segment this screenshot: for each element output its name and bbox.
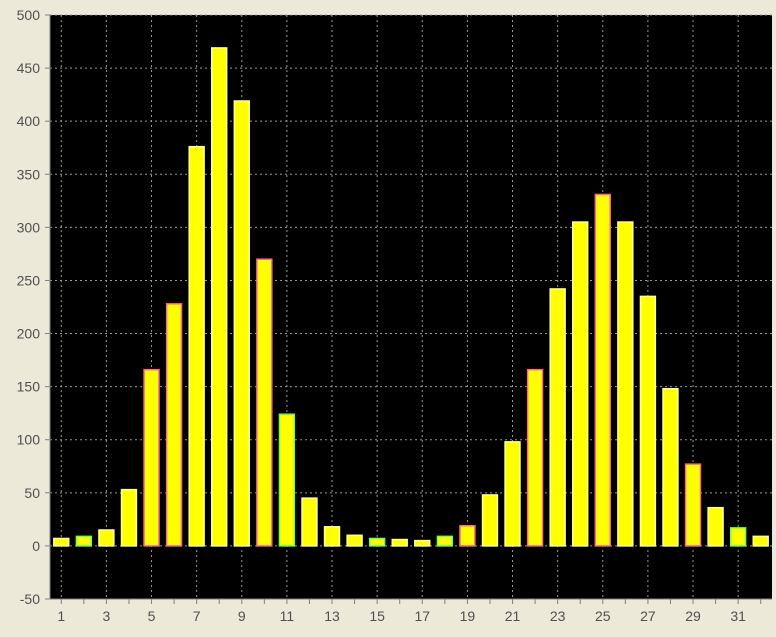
bar-2 (75, 535, 93, 547)
x-tick-label: 9 (238, 608, 246, 624)
bar-22 (526, 368, 544, 547)
bar-16 (391, 538, 408, 547)
y-tick-label: 50 (24, 485, 40, 501)
bar-31 (729, 527, 747, 547)
y-tick-label: 250 (17, 272, 41, 288)
y-tick-label: 150 (17, 379, 41, 395)
bars (53, 47, 769, 547)
x-tick-label: 29 (685, 608, 701, 624)
bar-18 (436, 535, 454, 547)
bar-13 (323, 526, 341, 547)
x-tick-label: 13 (324, 608, 340, 624)
y-tick-label: 300 (17, 219, 41, 235)
bar-29 (684, 463, 702, 547)
bar-4 (120, 488, 138, 547)
bar-26 (617, 221, 634, 547)
bar-28 (662, 388, 679, 547)
y-tick-label: 350 (17, 166, 41, 182)
x-tick-label: 3 (103, 608, 111, 624)
x-tick-label: 1 (57, 608, 65, 624)
bar-24 (572, 221, 589, 547)
x-tick-label: 5 (148, 608, 156, 624)
bar-30 (707, 506, 724, 547)
bar-25 (594, 193, 611, 547)
bar-20 (481, 494, 499, 547)
x-tick-label: 19 (460, 608, 476, 624)
y-tick-label: 400 (17, 113, 41, 129)
bar-27 (639, 295, 657, 547)
bar-5 (143, 368, 160, 547)
x-tick-label: 17 (414, 608, 430, 624)
x-tick-label: 23 (550, 608, 566, 624)
axes (45, 14, 772, 604)
bar-19 (459, 524, 476, 547)
bar-6 (165, 303, 183, 547)
x-tick-label: 27 (640, 608, 656, 624)
bar-10 (256, 258, 273, 547)
bar-23 (549, 288, 566, 547)
bar-17 (414, 539, 431, 547)
y-tick-labels: -50 0 50 100 150 200 250 300 350 400 450 500 (17, 7, 41, 607)
y-tick-label: 500 (17, 7, 41, 23)
x-tick-label: 25 (595, 608, 611, 624)
x-tick-label: 21 (505, 608, 521, 624)
x-tick-label: 7 (193, 608, 201, 624)
y-tick-label: -50 (20, 591, 40, 607)
y-tick-label: 450 (17, 60, 41, 76)
bar-32 (752, 535, 769, 547)
bar-12 (301, 497, 318, 547)
bar-7 (188, 145, 205, 547)
x-tick-labels: 1 3 5 7 9 11 13 15 17 19 21 23 25 27 29 31 (57, 608, 746, 624)
bar-15 (368, 537, 386, 547)
x-tick-label: 31 (730, 608, 746, 624)
bar-1 (53, 537, 70, 547)
bar-21 (504, 441, 521, 547)
bar-8 (211, 47, 228, 547)
bar-9 (233, 100, 250, 547)
y-tick-label: 100 (17, 432, 41, 448)
bar-11 (278, 413, 296, 547)
y-tick-label: 200 (17, 326, 41, 342)
x-tick-label: 15 (369, 608, 385, 624)
y-tick-label: 0 (32, 538, 40, 554)
bar-14 (346, 534, 363, 547)
x-tick-label: 11 (280, 608, 295, 624)
bar-3 (98, 529, 115, 547)
